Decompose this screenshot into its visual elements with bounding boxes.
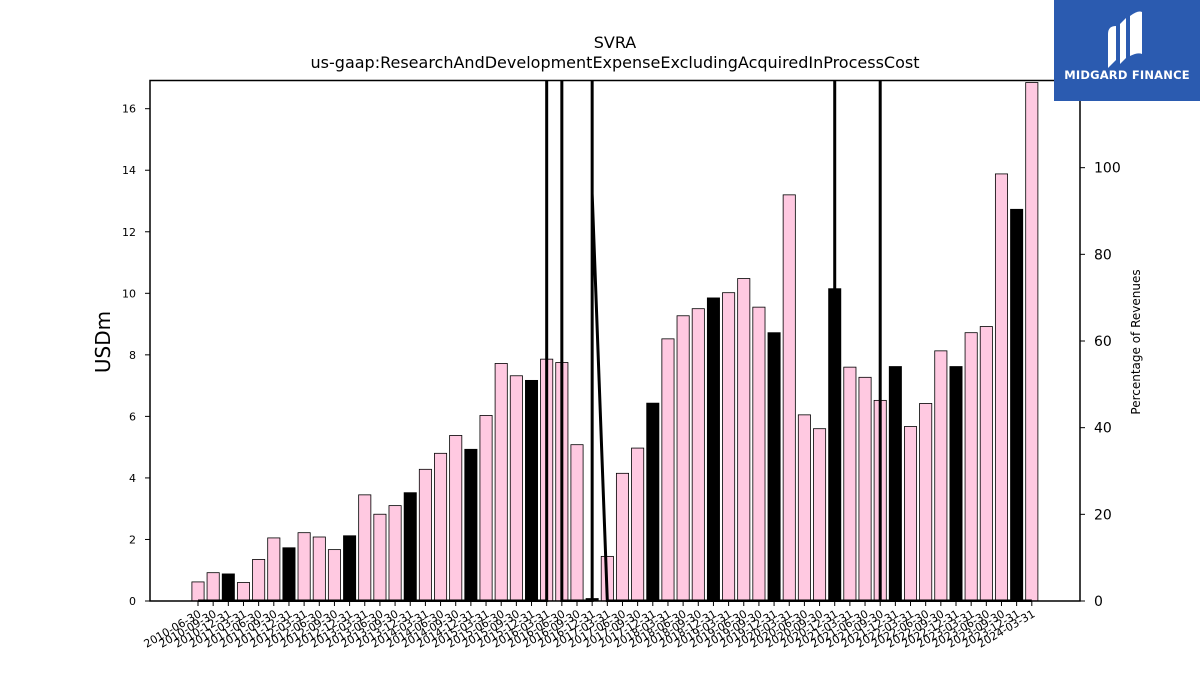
bar (797, 414, 811, 602)
bar (312, 536, 326, 602)
y2-tick-label: 20 (1094, 507, 1112, 523)
y2-tick-label: 100 (1094, 161, 1121, 177)
bar (327, 549, 341, 602)
bar (418, 468, 432, 602)
bar (888, 366, 902, 602)
bar (570, 444, 584, 602)
bar (979, 326, 993, 602)
bar (509, 375, 523, 602)
bar (403, 492, 417, 602)
y-tick-label: 12 (122, 226, 136, 239)
y-tick-label: 16 (122, 103, 136, 116)
y-axis: 0 2 4 6 8 10 12 14 16 (122, 103, 150, 608)
bar (767, 332, 781, 602)
y2-axis-label: Percentage of Revenues (1129, 269, 1143, 414)
bar (631, 447, 645, 602)
bar (994, 173, 1008, 602)
bar (464, 448, 478, 602)
bar (494, 363, 508, 602)
bar (267, 537, 281, 602)
y2-axis: 0 20 40 60 80 100 (1080, 161, 1121, 610)
bar (479, 415, 493, 602)
bar (388, 505, 402, 602)
chart-subtitle: us-gaap:ResearchAndDevelopmentExpenseExc… (311, 53, 920, 72)
bar (934, 350, 948, 602)
logo-mark-icon (1108, 11, 1142, 68)
y-tick-label: 10 (122, 287, 136, 300)
y2-tick-label: 0 (1094, 594, 1103, 610)
bar (676, 315, 690, 602)
bar (691, 308, 705, 602)
y2-tick-label: 60 (1094, 334, 1112, 350)
bar (282, 547, 296, 602)
bar (449, 435, 463, 602)
bar-group (191, 82, 1039, 602)
bar (646, 402, 660, 602)
bar (221, 573, 235, 602)
brand-logo: MIDGARD FINANCE (1054, 0, 1200, 101)
chart-title: SVRA (594, 33, 637, 52)
bar (373, 513, 387, 602)
bar (964, 332, 978, 602)
x-axis: 2010-06-302010-09-302010-12-312011-03-31… (142, 601, 1037, 651)
bar (949, 366, 963, 602)
bar (1010, 208, 1024, 602)
bar (252, 559, 266, 602)
y2-tick-label: 80 (1094, 247, 1112, 263)
bar (813, 428, 827, 602)
y-tick-label: 0 (129, 595, 136, 608)
bar (706, 297, 720, 602)
logo-text: MIDGARD FINANCE (1064, 68, 1190, 82)
bar (737, 278, 751, 602)
bar (358, 494, 372, 602)
bar (661, 338, 675, 602)
bar (297, 532, 311, 602)
bar (782, 194, 796, 602)
bar (206, 572, 220, 602)
y-tick-label: 2 (129, 533, 136, 546)
bar (904, 426, 918, 602)
bar (434, 452, 448, 602)
bar (525, 379, 539, 602)
bar (236, 582, 250, 602)
bar (752, 306, 766, 602)
y-tick-label: 6 (129, 410, 136, 423)
y2-tick-label: 40 (1094, 421, 1112, 437)
bar (858, 376, 872, 602)
y-axis-label: USDm (91, 311, 115, 373)
bar (343, 535, 357, 602)
y-tick-label: 8 (129, 349, 136, 362)
bar (615, 472, 629, 602)
bar (191, 581, 205, 602)
bar (1025, 82, 1039, 602)
y-tick-label: 14 (122, 164, 136, 177)
y-tick-label: 4 (129, 472, 136, 485)
bar (919, 403, 933, 602)
bar (843, 366, 857, 602)
bar (722, 292, 736, 602)
